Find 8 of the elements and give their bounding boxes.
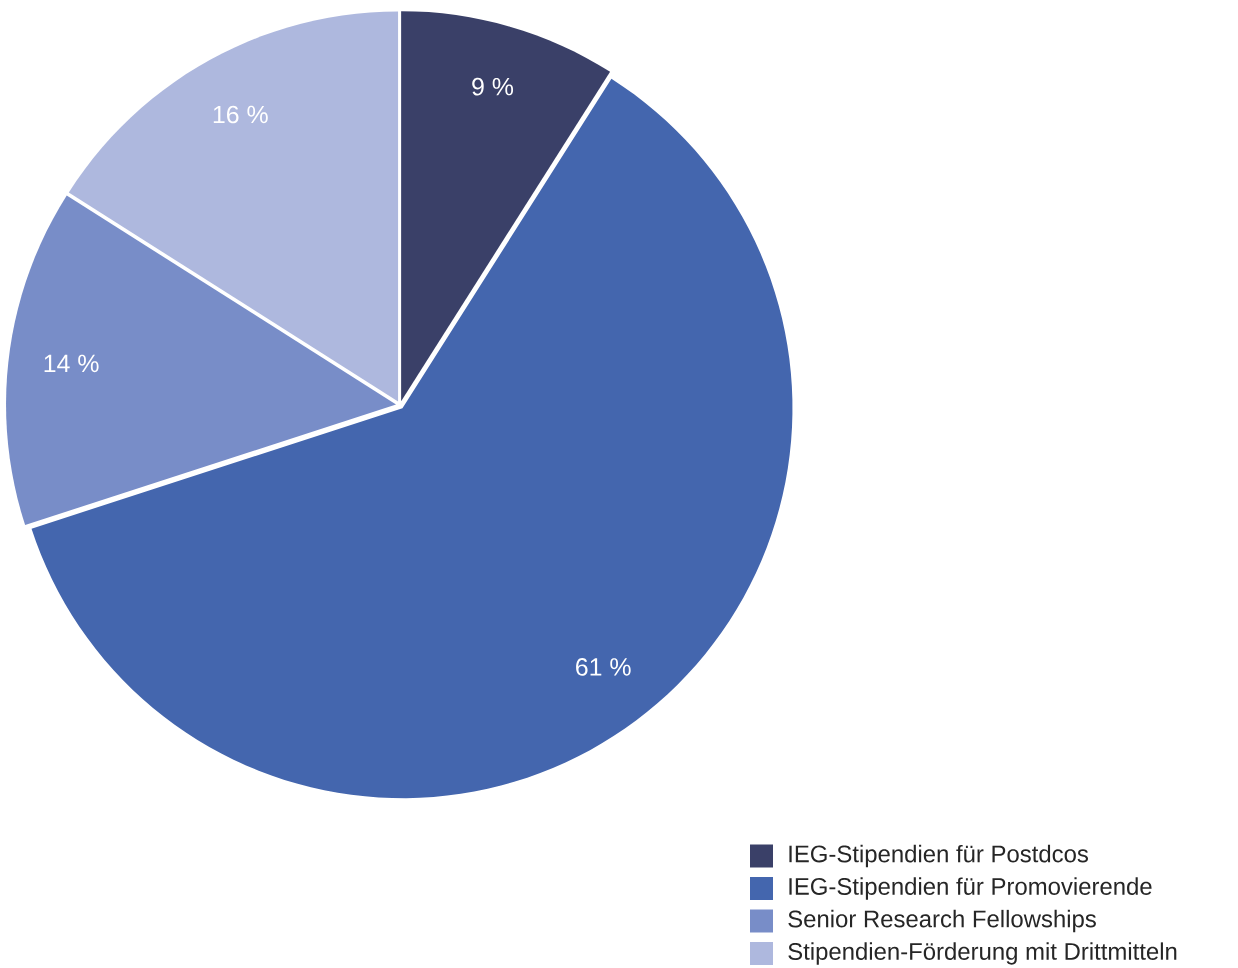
data-label: 16 % [213, 105, 268, 124]
legend-label: Senior Research Fellowships [788, 909, 1096, 933]
data-label: 61 % [576, 658, 631, 676]
data-label: 14 % [44, 354, 99, 373]
legend-label: IEG-Stipendien für Postdcos [789, 844, 1088, 868]
legend-label: Stipendien-Förderung mit Drittmitteln [788, 942, 1177, 965]
data-label: 9 % [472, 77, 514, 96]
legend-label: IEG-Stipendien für Promovierende [789, 877, 1152, 900]
